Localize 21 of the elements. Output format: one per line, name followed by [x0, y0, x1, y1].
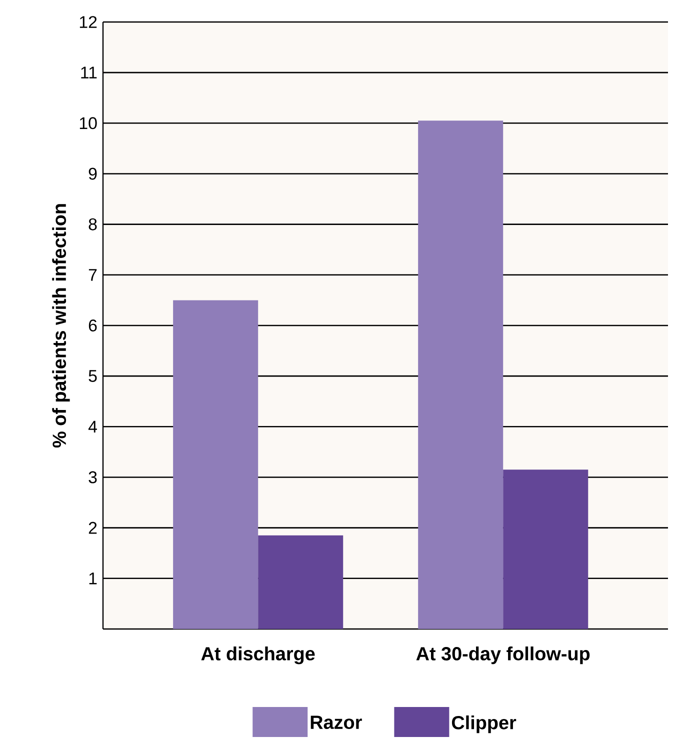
x-tick-label: At 30-day follow-up — [416, 646, 590, 664]
bar — [503, 470, 588, 629]
y-tick-label: 9 — [88, 168, 97, 180]
bar — [258, 535, 344, 629]
legend-label: Clipper — [452, 715, 516, 734]
y-tick-label: 1 — [89, 572, 97, 584]
y-tick-label: 10 — [80, 117, 97, 130]
y-tick-label: 11 — [81, 66, 97, 78]
bar — [418, 120, 504, 629]
y-tick-label: 6 — [88, 319, 97, 332]
bar — [173, 300, 258, 629]
y-tick-label: 8 — [88, 218, 97, 230]
legend-label: Razor — [310, 716, 362, 730]
y-tick-label: 5 — [88, 370, 97, 382]
y-tick-label: 4 — [88, 420, 97, 432]
y-tick-label: 3 — [88, 471, 97, 484]
y-tick-label: 7 — [88, 269, 97, 281]
y-tick-label: 2 — [88, 522, 97, 534]
y-tick-label: 12 — [80, 16, 97, 28]
y-axis-title: % of patients with infection — [52, 204, 70, 448]
x-tick-label: At discharge — [201, 646, 315, 664]
